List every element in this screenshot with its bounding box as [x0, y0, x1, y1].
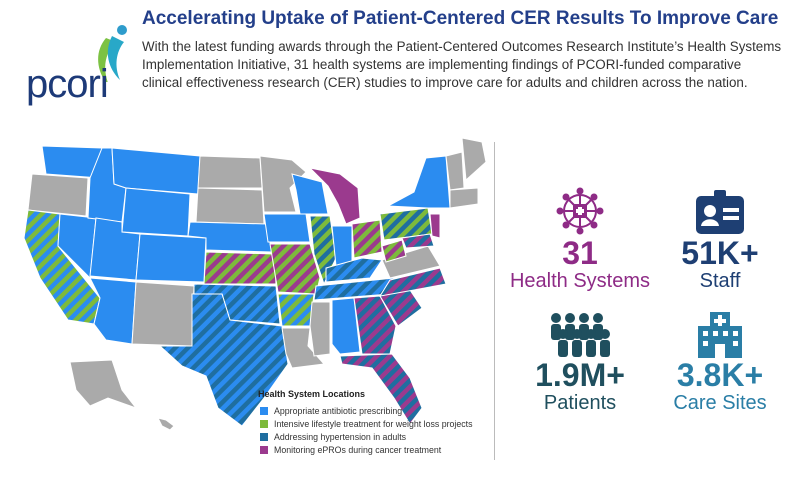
state-sd [195, 187, 265, 225]
legend-label: Addressing hypertension in adults [274, 431, 407, 442]
state-nj [429, 213, 441, 239]
state-oh [351, 219, 383, 259]
state-vt-nh [445, 151, 465, 191]
network-icon [556, 187, 604, 235]
state-fl [339, 353, 423, 425]
legend-label: Monitoring ePROs during cancer treatment [274, 444, 442, 455]
people-group-icon [551, 313, 610, 357]
legend-item-weight-loss: Intensive lifestyle treatment for weight… [258, 417, 473, 430]
stat-health-systems: 31 Health Systems [505, 186, 655, 292]
map-legend: Health System Locations Appropriate anti… [258, 389, 473, 456]
state-tx [158, 293, 289, 427]
state-mn [259, 155, 307, 213]
state-ar [277, 293, 315, 327]
logo-wordmark: pcori [26, 62, 109, 106]
state-ga [353, 295, 397, 355]
stat-care-sites: 3.8K+ Care Sites [655, 306, 785, 414]
legend-label: Intensive lifestyle treatment for weight… [274, 418, 473, 429]
vertical-divider [494, 142, 495, 460]
state-wv [381, 239, 407, 263]
pcori-logo: pcori [24, 22, 134, 106]
stat-label: Health Systems [509, 270, 651, 292]
us-map [23, 137, 487, 431]
state-mt [111, 147, 201, 195]
legend-swatch [260, 432, 268, 441]
stat-number: 1.9M+ [535, 357, 625, 393]
stat-number: 3.8K+ [676, 357, 764, 393]
stat-label: Care Sites [673, 392, 767, 414]
state-mi [308, 167, 361, 225]
state-ks [203, 251, 277, 285]
legend-label: Appropriate antibiotic prescribing [274, 405, 403, 416]
hospital-building-icon [698, 312, 742, 358]
legend-swatch [260, 419, 268, 428]
stat-patients: 1.9M+ Patients [515, 310, 645, 414]
legend-swatch [260, 445, 268, 454]
stat-number: 51K+ [681, 235, 759, 271]
state-co [135, 233, 207, 283]
state-ms [309, 301, 331, 357]
state-md [401, 233, 435, 249]
state-az [89, 277, 137, 345]
state-ma-ct-ri [449, 187, 479, 209]
stat-staff: 51K+ Staff [660, 186, 780, 292]
state-nm [131, 281, 195, 347]
state-nc [378, 267, 447, 297]
state-in [331, 225, 353, 267]
pcori-swoosh-icon [98, 25, 127, 82]
legend-swatch [260, 406, 268, 415]
state-al [331, 297, 361, 355]
stat-label: Staff [699, 270, 741, 292]
state-or [27, 173, 89, 217]
legend-item-hypertension: Addressing hypertension in adults [258, 430, 473, 443]
intro-paragraph: With the latest funding awards through t… [142, 39, 782, 90]
state-ny [386, 155, 451, 209]
stat-label: Patients [543, 392, 617, 414]
state-ky [325, 257, 383, 283]
state-va [381, 245, 441, 279]
page-title: Accelerating Uptake of Patient-Centered … [142, 8, 779, 29]
stat-number: 31 [562, 235, 598, 271]
state-ia [263, 213, 311, 243]
state-ak [69, 359, 138, 410]
state-hi [157, 417, 175, 431]
legend-item-epros: Monitoring ePROs during cancer treatment [258, 443, 473, 456]
id-badge-icon [696, 190, 744, 234]
state-nd [197, 155, 263, 189]
state-wy [121, 187, 191, 237]
state-me [461, 137, 487, 182]
state-mo [269, 243, 321, 295]
state-wi [291, 173, 329, 215]
legend-title: Health System Locations [258, 389, 366, 399]
legend-item-antibiotic: Appropriate antibiotic prescribing [258, 404, 473, 417]
